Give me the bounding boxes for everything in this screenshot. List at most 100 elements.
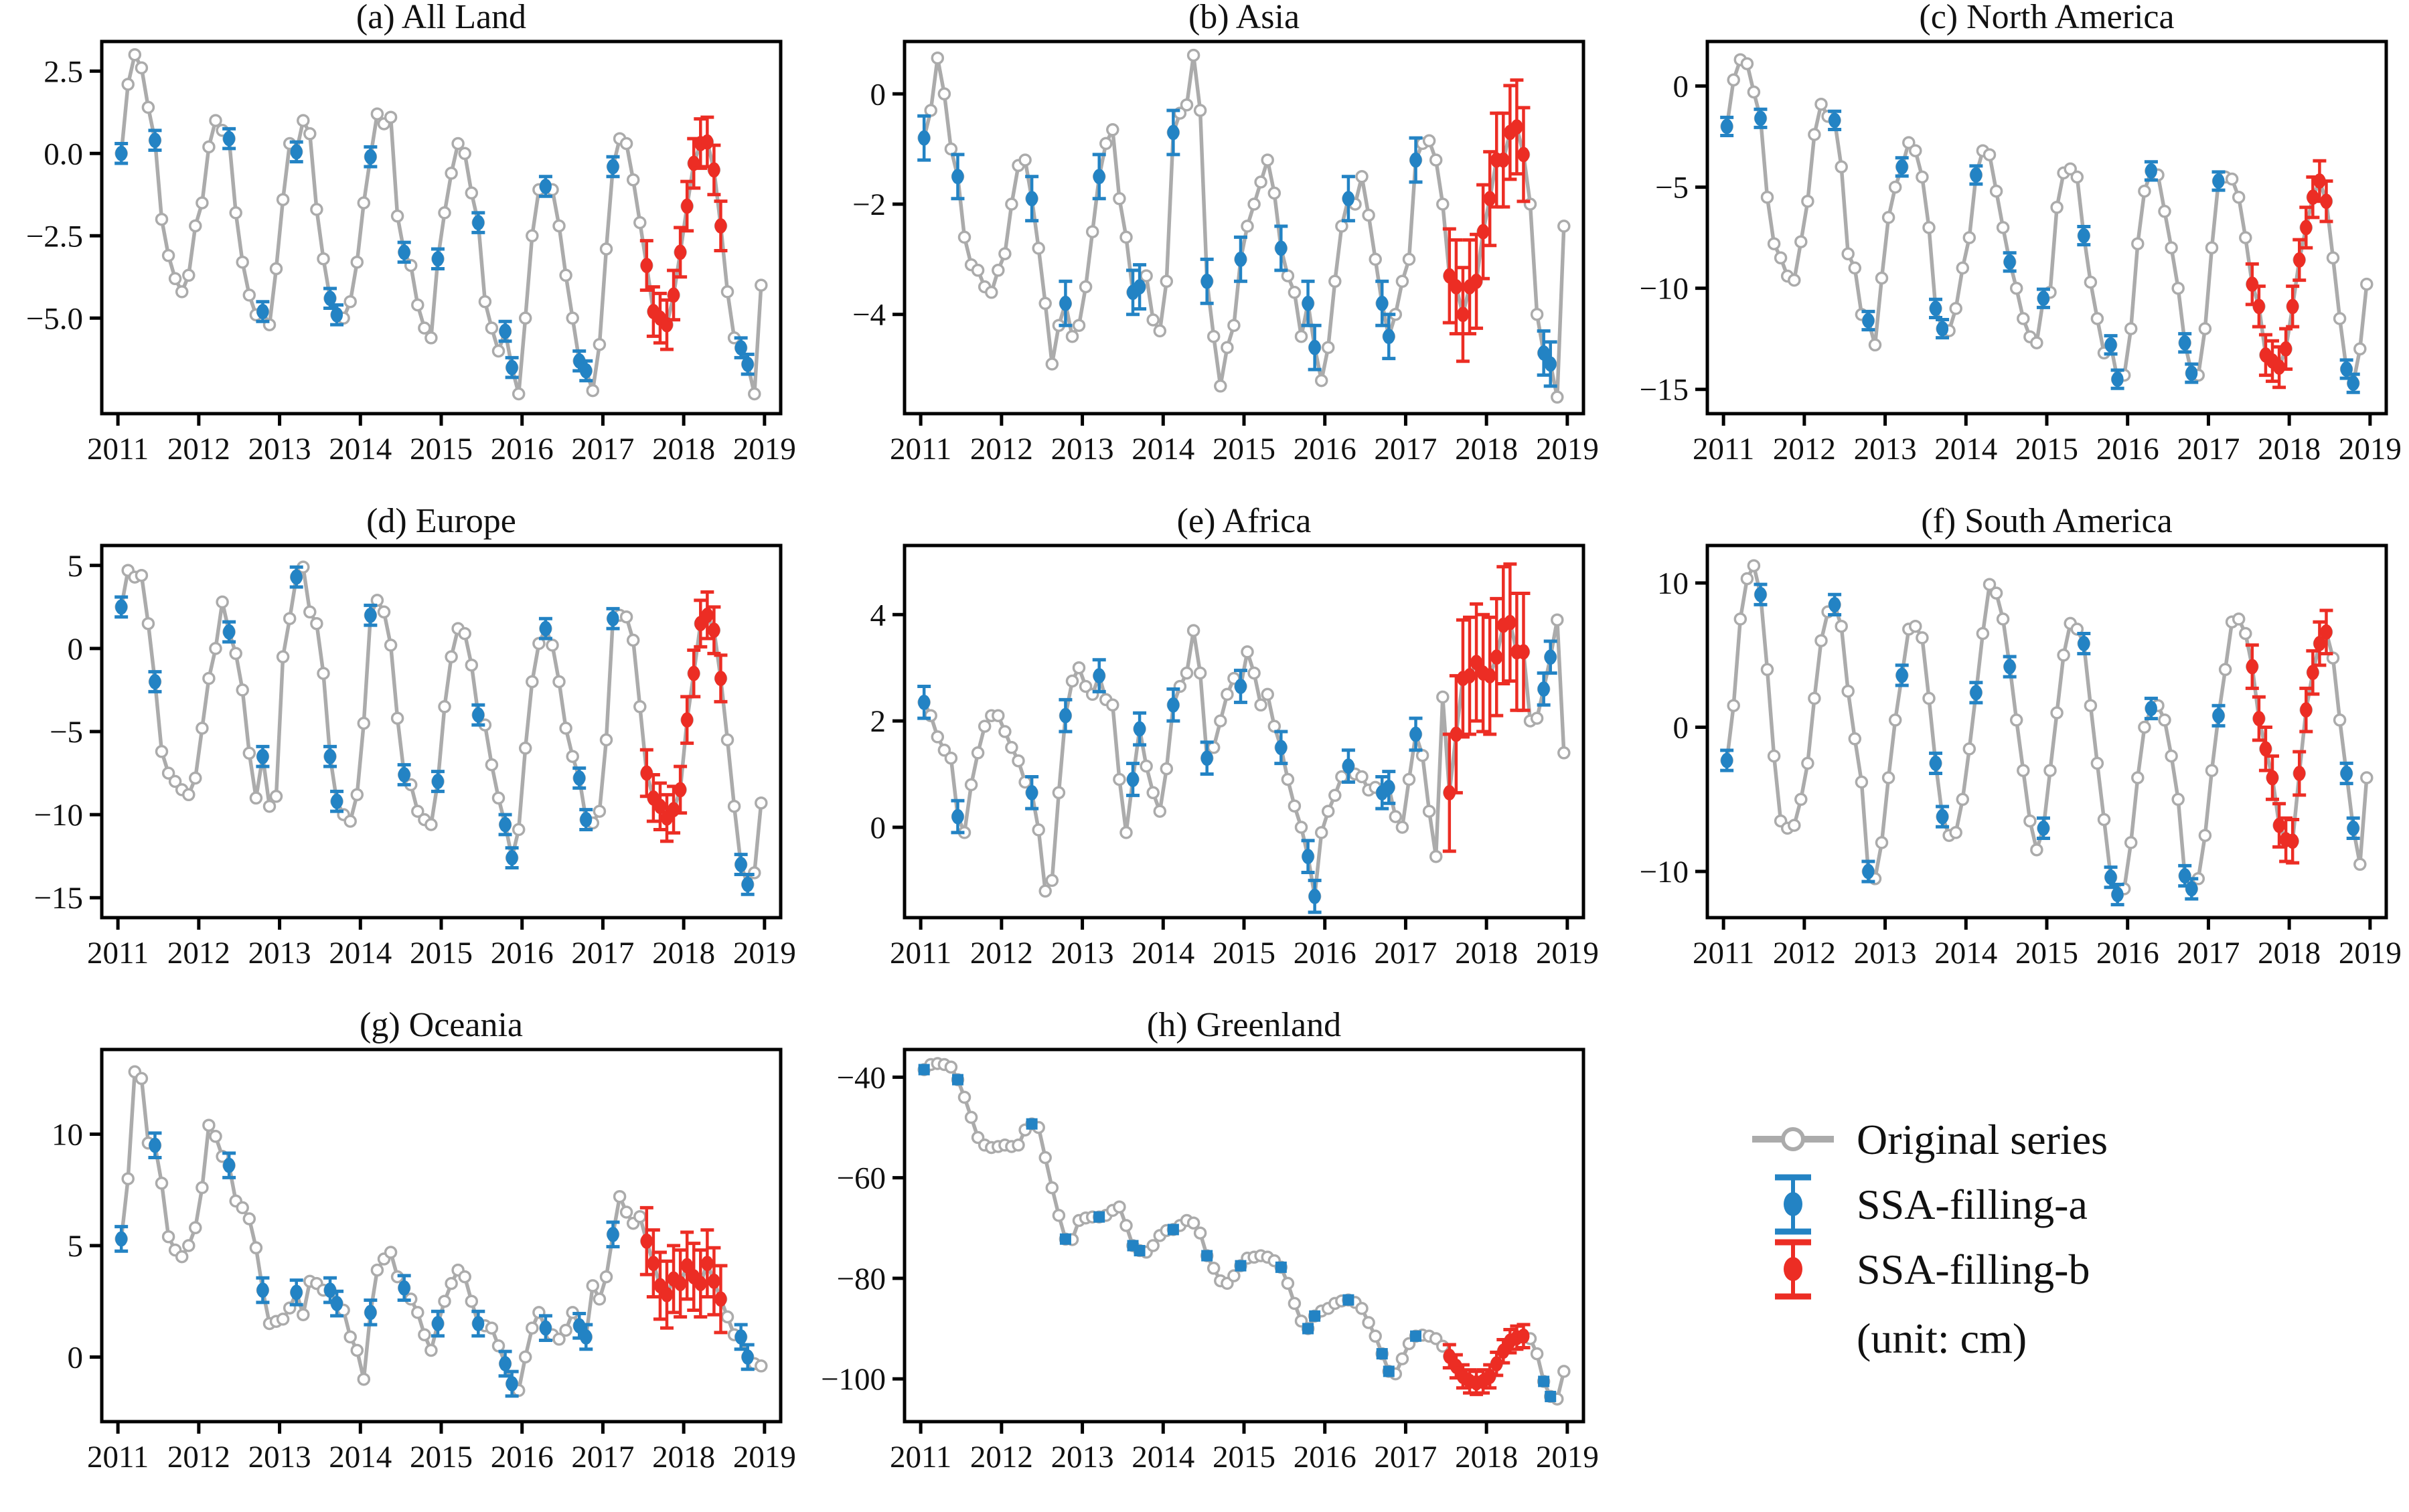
chart-a: (a) All Land 2011 2012 2013 2014 2015 2016 2017… xyxy=(26,0,796,467)
ssa-filling-a-points-group xyxy=(114,127,755,383)
x-tick-label: 2018 xyxy=(1455,1440,1518,1475)
x-tick-label: 2013 xyxy=(1854,936,1917,971)
x-tick-label: 2016 xyxy=(491,936,554,971)
legend-item-original: Original series xyxy=(1750,1107,2108,1172)
x-axis-ticks: 2011 2012 2013 2014 2015 2016 2017 2018 2019 xyxy=(890,1422,1599,1475)
y-tick-label: 0 xyxy=(1673,69,1689,104)
x-tick-label: 2012 xyxy=(970,432,1033,467)
panel-a-all-land: (a) All Land 2011 2012 2013 2014 2015 2016 2017… xyxy=(0,0,803,504)
y-tick-label: −40 xyxy=(836,1060,886,1095)
x-tick-label: 2015 xyxy=(410,432,473,467)
x-tick-label: 2015 xyxy=(1213,936,1275,971)
ssa-filling-a-legend-glyph xyxy=(1775,1174,1811,1235)
ssa-filling-a-points-group xyxy=(114,565,755,896)
x-tick-label: 2012 xyxy=(167,1440,230,1475)
x-tick-label: 2016 xyxy=(2096,432,2159,467)
ssa-filling-a-points-group xyxy=(917,639,1557,914)
x-tick-label: 2019 xyxy=(733,936,796,971)
y-tick-label: 2.5 xyxy=(44,54,83,89)
legend-item-ssa-a: SSA-filling-a xyxy=(1750,1172,2108,1237)
y-tick-label: −15 xyxy=(1639,373,1689,408)
ssa-filling-a-points-group xyxy=(1720,582,2360,907)
x-tick-label: 2019 xyxy=(1536,432,1599,467)
x-tick-label: 2011 xyxy=(1693,432,1754,467)
ssa-filling-b-legend-glyph xyxy=(1775,1239,1811,1300)
x-tick-label: 2017 xyxy=(1374,432,1437,467)
x-tick-label: 2016 xyxy=(2096,936,2159,971)
x-tick-label: 2012 xyxy=(1773,432,1836,467)
x-tick-label: 2017 xyxy=(571,1440,634,1475)
x-tick-label: 2011 xyxy=(87,936,149,971)
legend-label-ssa-b: SSA-filling-b xyxy=(1857,1245,2090,1293)
x-tick-label: 2016 xyxy=(1294,1440,1356,1475)
x-tick-label: 2019 xyxy=(733,1440,796,1475)
ssa-filling-b-points-group xyxy=(1442,1323,1531,1396)
filled-dot-icon xyxy=(1784,1257,1802,1281)
x-tick-label: 2014 xyxy=(1934,432,1997,467)
original-points-group xyxy=(1720,559,2374,902)
x-tick-label: 2015 xyxy=(410,1440,473,1475)
y-tick-label: −5 xyxy=(1655,171,1689,205)
x-tick-label: 2016 xyxy=(1294,936,1356,971)
x-tick-label: 2013 xyxy=(1051,432,1114,467)
original-points-group xyxy=(1720,53,2374,390)
x-tick-label: 2019 xyxy=(733,432,796,467)
y-tick-label: 2 xyxy=(870,704,886,739)
plot-frame xyxy=(903,39,1585,416)
legend-label-original: Original series xyxy=(1857,1115,2108,1163)
ssa-filling-a-points-group xyxy=(917,108,1557,388)
ssa-filling-b-points-group xyxy=(1442,78,1531,363)
x-tick-label: 2018 xyxy=(652,1440,715,1475)
x-tick-label: 2018 xyxy=(1455,432,1518,467)
legend: Original series SSA-filling-a SS xyxy=(1750,1107,2108,1371)
original-series-legend-glyph xyxy=(1752,1127,1834,1151)
x-axis-ticks: 2011 2012 2013 2014 2015 2016 2017 2018 2019 xyxy=(87,1422,796,1475)
y-tick-label: 0 xyxy=(68,1340,84,1375)
x-tick-label: 2013 xyxy=(248,432,311,467)
y-axis-ticks: −40 −60 −80 −100 xyxy=(821,1060,905,1397)
x-tick-label: 2015 xyxy=(410,936,473,971)
legend-unit-row: (unit: cm) xyxy=(1857,1306,2108,1371)
y-axis-ticks: 2.5 0.0 −2.5 −5.0 xyxy=(26,54,102,336)
x-tick-label: 2017 xyxy=(571,432,634,467)
ssa-filling-b-points-group xyxy=(2245,608,2333,865)
y-tick-label: −4 xyxy=(852,298,886,333)
plot-frame xyxy=(1705,543,2388,920)
x-tick-label: 2013 xyxy=(1051,936,1114,971)
ssa-filling-b-points-group xyxy=(2245,159,2333,390)
y-tick-label: −100 xyxy=(821,1362,886,1397)
x-tick-label: 2011 xyxy=(87,1440,149,1475)
x-tick-label: 2017 xyxy=(1374,936,1437,971)
y-axis-ticks: 0 −2 −4 xyxy=(852,77,905,333)
x-axis-ticks: 2011 2012 2013 2014 2015 2016 2017 2018 2019 xyxy=(87,918,796,971)
x-tick-label: 2011 xyxy=(890,936,951,971)
y-tick-label: 10 xyxy=(52,1118,83,1153)
x-tick-label: 2012 xyxy=(970,1440,1033,1475)
panel-title: (f) South America xyxy=(1921,504,2172,540)
y-tick-label: −5.0 xyxy=(26,301,83,336)
ssa-filling-b-points-group xyxy=(639,1205,728,1335)
panel-e-africa: (e) Africa 2011 2012 2013 2014 2015 2016 2017 20… xyxy=(803,504,1606,1008)
x-axis-ticks: 2011 2012 2013 2014 2015 2016 2017 2018 2019 xyxy=(1693,414,2402,467)
panel-title: (c) North America xyxy=(1919,0,2174,36)
y-tick-label: −10 xyxy=(1639,272,1689,307)
panel-g-oceania: (g) Oceania 2011 2012 2013 2014 2015 2016 2017 2… xyxy=(0,1008,803,1512)
x-tick-label: 2019 xyxy=(2339,936,2402,971)
x-tick-label: 2016 xyxy=(491,1440,554,1475)
x-tick-label: 2015 xyxy=(1213,1440,1275,1475)
original-series-line xyxy=(119,565,763,887)
panel-b-asia: (b) Asia 2011 2012 2013 2014 2015 2016 2017 2018… xyxy=(803,0,1606,504)
ssa-filling-b-points-group xyxy=(1442,562,1531,853)
x-tick-label: 2013 xyxy=(248,1440,311,1475)
x-tick-label: 2016 xyxy=(491,432,554,467)
x-tick-label: 2012 xyxy=(1773,936,1836,971)
y-tick-label: −2.5 xyxy=(26,219,83,254)
unit-label: (unit: cm) xyxy=(1857,1314,2027,1362)
y-tick-label: −15 xyxy=(33,881,83,916)
panel-title: (g) Oceania xyxy=(360,1008,523,1044)
x-tick-label: 2017 xyxy=(2177,936,2240,971)
y-tick-label: −60 xyxy=(836,1161,886,1196)
